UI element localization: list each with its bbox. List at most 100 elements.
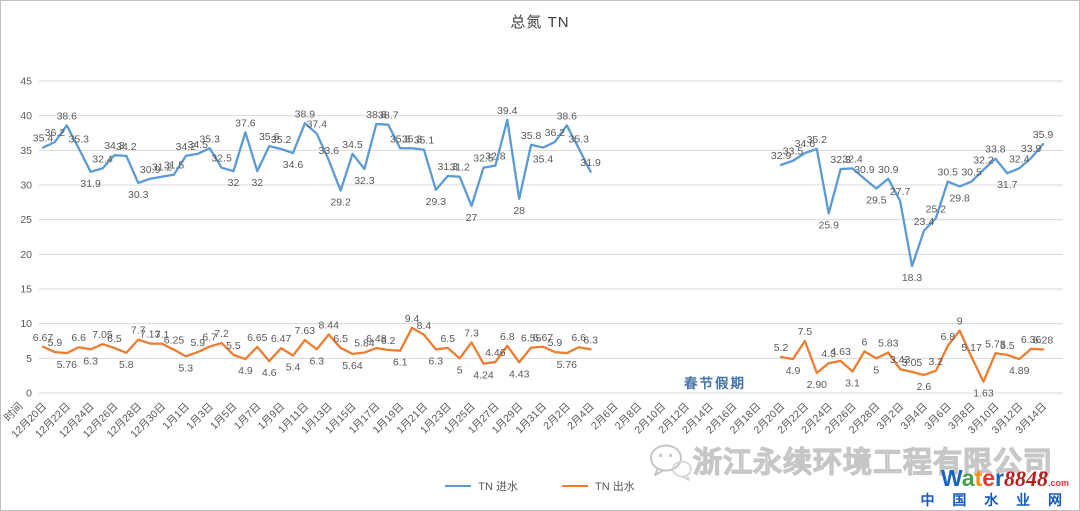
data-label: 38.6 — [57, 110, 78, 122]
data-label: 34.3 — [104, 140, 125, 152]
data-label: 6.1 — [393, 357, 408, 369]
data-label: 5.76 — [557, 359, 578, 371]
data-label: 5 — [457, 364, 463, 376]
data-label: 5.5 — [226, 340, 241, 352]
data-label: 6.3 — [83, 355, 98, 367]
data-label: 5.3 — [179, 362, 194, 374]
data-label: 30.5 — [938, 167, 959, 179]
y-tick-label: 45 — [20, 76, 32, 88]
data-label: 30.9 — [140, 164, 161, 176]
data-label: 35.3 — [402, 133, 423, 145]
data-label: 6.2 — [381, 335, 396, 347]
data-label: 32.5 — [211, 153, 232, 165]
data-label: 6.6 — [571, 332, 586, 344]
data-label: 5.8 — [119, 359, 134, 371]
data-label: 34.2 — [116, 141, 137, 153]
tn-outflow-line — [779, 329, 1045, 383]
y-tick-label: 35 — [20, 145, 32, 157]
data-label: 8.4 — [417, 320, 432, 332]
data-label: 31.7 — [997, 179, 1018, 191]
data-label: 33.8 — [985, 144, 1006, 156]
data-label: 25.9 — [818, 219, 839, 231]
data-label: 7.3 — [464, 327, 479, 339]
data-label: 5.84 — [354, 338, 375, 350]
data-label: 6.5 — [333, 333, 348, 345]
data-label: 6.48 — [366, 333, 387, 345]
data-label: 33.6 — [318, 145, 339, 157]
data-label: 4.46 — [485, 347, 506, 359]
data-label: 29.2 — [330, 197, 351, 209]
data-label: 33.9 — [1021, 143, 1042, 155]
data-label: 3.1 — [845, 378, 860, 390]
data-label: 5.76 — [57, 359, 78, 371]
data-label: 35.3 — [199, 133, 220, 145]
data-label: 5.9 — [548, 337, 563, 349]
data-label: 6.65 — [247, 332, 268, 344]
data-label: 35.4 — [533, 154, 554, 166]
data-label: 35.9 — [1033, 129, 1054, 141]
data-label: 31.2 — [449, 162, 470, 174]
data-label: 28 — [513, 205, 525, 217]
logo-number: 8848 — [1003, 466, 1048, 491]
data-label: 6.3 — [583, 334, 598, 346]
data-label: 35.6 — [259, 131, 280, 143]
data-label: 4.6 — [262, 367, 277, 379]
data-label: 6.36 — [1021, 334, 1042, 346]
water8848-logo[interactable]: Water8848.com 中 国 水 业 网 — [920, 467, 1069, 508]
data-label: 6.28 — [1033, 334, 1054, 346]
data-label: 35.3 — [390, 133, 411, 145]
inflow-line-swatch — [445, 484, 472, 488]
data-label: 35.4 — [33, 133, 54, 145]
data-label: 39.4 — [497, 105, 518, 117]
data-label: 30.9 — [878, 164, 899, 176]
data-label: 4.9 — [238, 365, 253, 377]
data-label: 27.7 — [890, 186, 911, 198]
data-label: 7.5 — [798, 326, 813, 338]
tn-inflow-line — [779, 142, 1045, 268]
data-label: 30.3 — [128, 189, 149, 201]
data-label: 31.5 — [164, 160, 185, 172]
logo-wordmark: Water8848.com — [920, 467, 1069, 490]
data-label: 29.8 — [949, 192, 970, 204]
data-label: 5 — [873, 364, 879, 376]
data-label: 5.5 — [1000, 340, 1015, 352]
data-label: 7.05 — [92, 329, 113, 341]
data-label: 6.7 — [202, 332, 217, 344]
holiday-annotation: 春节假期 — [684, 376, 746, 391]
data-label: 3.2 — [929, 356, 944, 368]
data-label: 5.73 — [985, 338, 1006, 350]
data-label: 37.6 — [235, 117, 256, 129]
legend-item-inflow[interactable]: TN 进水 — [445, 478, 518, 494]
data-label: 6 — [862, 336, 868, 348]
data-label: 37.4 — [307, 119, 328, 131]
data-label: 38.8 — [366, 109, 387, 121]
data-label: 32.3 — [354, 175, 375, 187]
logo-site-name: 中 国 水 业 网 — [920, 492, 1069, 508]
data-label: 31.9 — [80, 178, 101, 190]
data-label: 7.7 — [131, 325, 146, 337]
data-label: 6.67 — [533, 332, 554, 344]
data-label: 6.5 — [440, 333, 455, 345]
data-label: 35.8 — [521, 130, 542, 142]
data-label: 6.25 — [164, 335, 185, 347]
y-tick-label: 30 — [20, 180, 32, 192]
data-label: 6.6 — [71, 332, 86, 344]
data-label: 30.9 — [854, 164, 875, 176]
data-label: 5.83 — [878, 338, 899, 350]
data-label: 32.2 — [973, 155, 994, 167]
data-label: 27 — [466, 212, 478, 224]
data-label: 36.2 — [545, 127, 566, 139]
legend-label-inflow: TN 进水 — [478, 481, 518, 493]
data-label: 34.5 — [188, 139, 209, 151]
data-label: 35.2 — [807, 134, 828, 146]
data-label: 4.63 — [830, 346, 851, 358]
data-label: 4.3 — [821, 348, 836, 360]
legend-item-outflow[interactable]: TN 出水 — [562, 478, 635, 494]
tn-inflow-line — [41, 118, 592, 207]
y-tick-label: 20 — [20, 249, 32, 261]
y-tick-label: 5 — [26, 353, 32, 365]
y-tick-label: 40 — [20, 110, 32, 122]
data-label: 9.4 — [405, 313, 420, 325]
data-label: 31.2 — [152, 162, 173, 174]
